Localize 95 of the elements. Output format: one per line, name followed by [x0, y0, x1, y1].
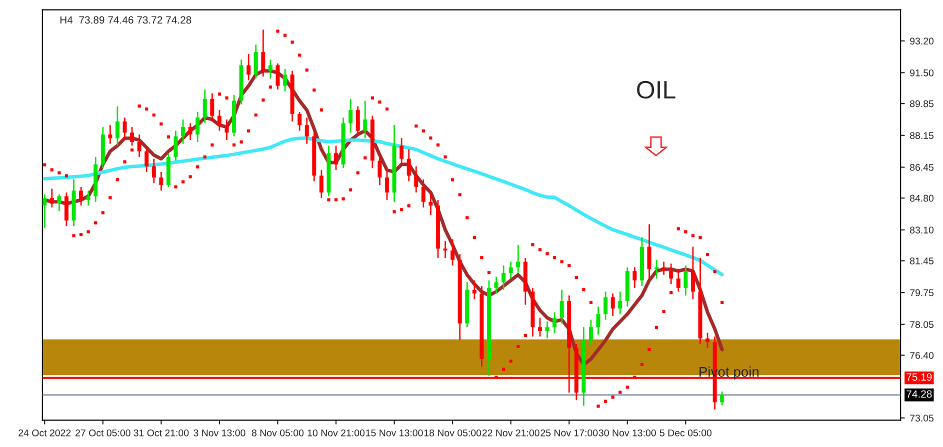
- y-tick-label: 91.50: [910, 69, 934, 76]
- candlestick: [400, 138, 404, 167]
- candlestick: [706, 332, 710, 348]
- y-tick-label: 89.85: [910, 100, 934, 108]
- candlestick: [516, 244, 520, 274]
- x-tick-label: 27 Oct 05:00: [76, 429, 130, 436]
- candlestick: [363, 100, 368, 139]
- candlestick: [443, 240, 448, 259]
- y-tick-label: 78.05: [910, 321, 934, 328]
- candlestick: [42, 194, 47, 229]
- ref-line-label: 74.28: [906, 390, 932, 398]
- y-tick-label: 86.45: [910, 164, 934, 171]
- y-tick-label: 79.75: [910, 289, 934, 296]
- candlestick: [254, 44, 258, 80]
- candlestick: [676, 268, 680, 292]
- x-tick-label: 22 Nov 21:00: [482, 429, 540, 436]
- candlestick: [348, 98, 353, 134]
- candlestick: [632, 266, 637, 289]
- candlestick: [210, 92, 214, 122]
- candlestick: [246, 53, 251, 81]
- candlestick: [298, 111, 302, 132]
- candlestick: [596, 306, 600, 336]
- candlestick: [384, 169, 389, 201]
- candlestick: [122, 116, 127, 141]
- candlestick: [618, 290, 622, 315]
- candlestick: [450, 238, 455, 266]
- annotation: OIL: [637, 80, 676, 99]
- candlestick: [50, 188, 54, 208]
- candlestick: [181, 118, 186, 145]
- x-tick-label: 5 Dec 05:00: [660, 429, 712, 436]
- candlestick: [720, 390, 724, 406]
- candlestick: [494, 276, 498, 294]
- x-tick-label: 3 Nov 13:00: [194, 429, 246, 436]
- candlestick: [604, 290, 608, 320]
- candlestick: [304, 116, 309, 145]
- y-tick-label: 73.05: [910, 414, 934, 422]
- candlestick: [86, 190, 90, 206]
- y-tick-label: 83.10: [910, 226, 934, 234]
- x-tick-label: 30 Nov 13:00: [598, 429, 656, 436]
- candlestick: [188, 122, 192, 141]
- candlestick: [261, 28, 266, 78]
- candlestick: [588, 319, 593, 347]
- y-tick-label: 81.45: [910, 257, 934, 264]
- x-tick-label: 24 Oct 2022: [18, 429, 71, 436]
- candlestick: [196, 111, 200, 143]
- candlestick: [684, 264, 688, 296]
- candlestick: [319, 169, 324, 199]
- candlestick: [508, 261, 513, 280]
- candlestick: [202, 88, 207, 124]
- candlestick: [428, 194, 433, 216]
- candlestick: [356, 106, 360, 136]
- candlestick: [159, 171, 164, 192]
- candlestick: [538, 317, 542, 338]
- candlestick: [283, 68, 288, 92]
- candlestick: [57, 194, 62, 212]
- candlestick: [276, 62, 280, 90]
- candlestick: [115, 106, 120, 146]
- candlestick: [108, 124, 112, 145]
- y-tick-label: 76.40: [910, 352, 934, 359]
- candlestick: [669, 262, 674, 285]
- candlestick: [137, 134, 142, 158]
- candlestick: [268, 58, 272, 80]
- candlestick: [647, 224, 652, 282]
- candlestick: [174, 130, 178, 162]
- candlestick: [610, 292, 615, 317]
- line-series: [42, 136, 724, 276]
- candlestick: [545, 320, 550, 340]
- candlestick: [662, 261, 666, 276]
- y-tick-label: 88.15: [910, 132, 934, 140]
- candlestick: [502, 264, 506, 290]
- candlestick: [334, 144, 338, 171]
- candlestick: [560, 289, 564, 324]
- x-tick-label: 31 Oct 21:00: [134, 429, 189, 436]
- candlestick: [690, 246, 695, 300]
- x-tick-label: 25 Nov 17:00: [540, 429, 598, 436]
- chart-title: H4 73.89 74.46 73.72 74.28: [60, 16, 192, 24]
- x-tick-label: 15 Nov 13:00: [366, 429, 423, 436]
- candlestick: [224, 118, 229, 141]
- candlestick: [144, 146, 149, 173]
- candlestick: [152, 158, 156, 184]
- candlestick: [552, 312, 557, 334]
- y-tick-label: 93.20: [910, 38, 934, 45]
- x-tick-label: 18 Nov 05:00: [424, 429, 482, 436]
- candlestick: [378, 152, 382, 186]
- candlestick: [79, 186, 84, 206]
- candlestick: [421, 178, 426, 208]
- y-tick-label: 84.80: [910, 194, 934, 202]
- x-tick-label: 10 Nov 21:00: [308, 429, 365, 436]
- candlestick: [217, 109, 222, 132]
- candlestick: [472, 280, 476, 300]
- candlestick: [130, 126, 134, 146]
- candlestick: [406, 148, 411, 182]
- ref-line-label: 75.19: [906, 373, 932, 381]
- candlestick: [414, 166, 418, 194]
- x-tick-label: 8 Nov 05:00: [252, 429, 304, 436]
